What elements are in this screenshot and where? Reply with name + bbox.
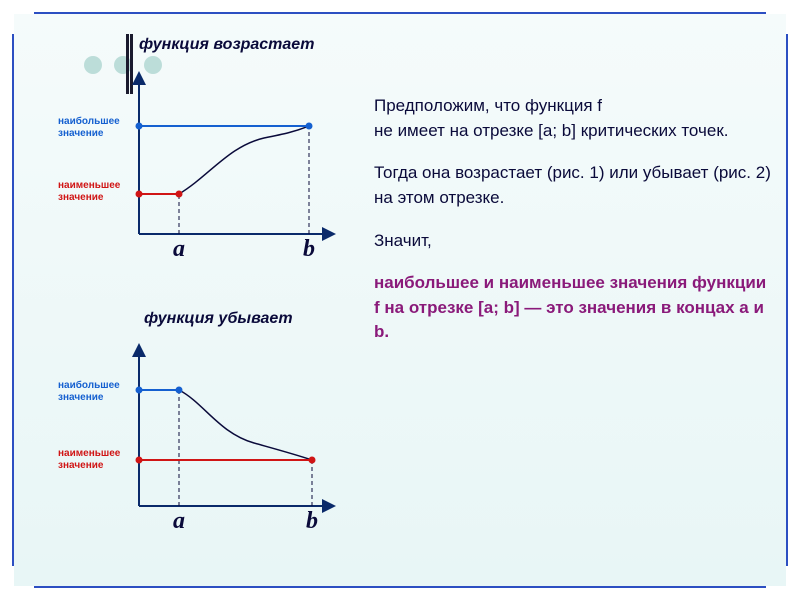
paragraph-3: Значит, [374, 229, 774, 254]
axis-label-a: a [173, 508, 185, 535]
chart1-title: функция возрастает [139, 36, 314, 54]
page-frame: функция возрастает наибольшее значение н… [0, 0, 800, 600]
content-area: функция возрастает наибольшее значение н… [14, 14, 786, 586]
chart1-svg [54, 56, 344, 266]
paragraph-2: Тогда она возрастает (рис. 1) или убывае… [374, 161, 774, 210]
chart2: наибольшее значение наименьшее значение [54, 328, 344, 538]
paragraph-emphasis: наибольшее и наименьшее значения функции… [374, 271, 774, 345]
chart2-title: функция убывает [144, 310, 293, 328]
axis-label-a: a [173, 236, 185, 263]
paragraph-1: Предположим, что функция f не имеет на о… [374, 94, 774, 143]
axis-label-b: b [303, 236, 315, 263]
chart1: наибольшее значение наименьшее значение [54, 56, 344, 266]
explanation-text: Предположим, что функция f не имеет на о… [374, 94, 774, 363]
chart2-svg [54, 328, 344, 538]
axis-label-b: b [306, 508, 318, 535]
